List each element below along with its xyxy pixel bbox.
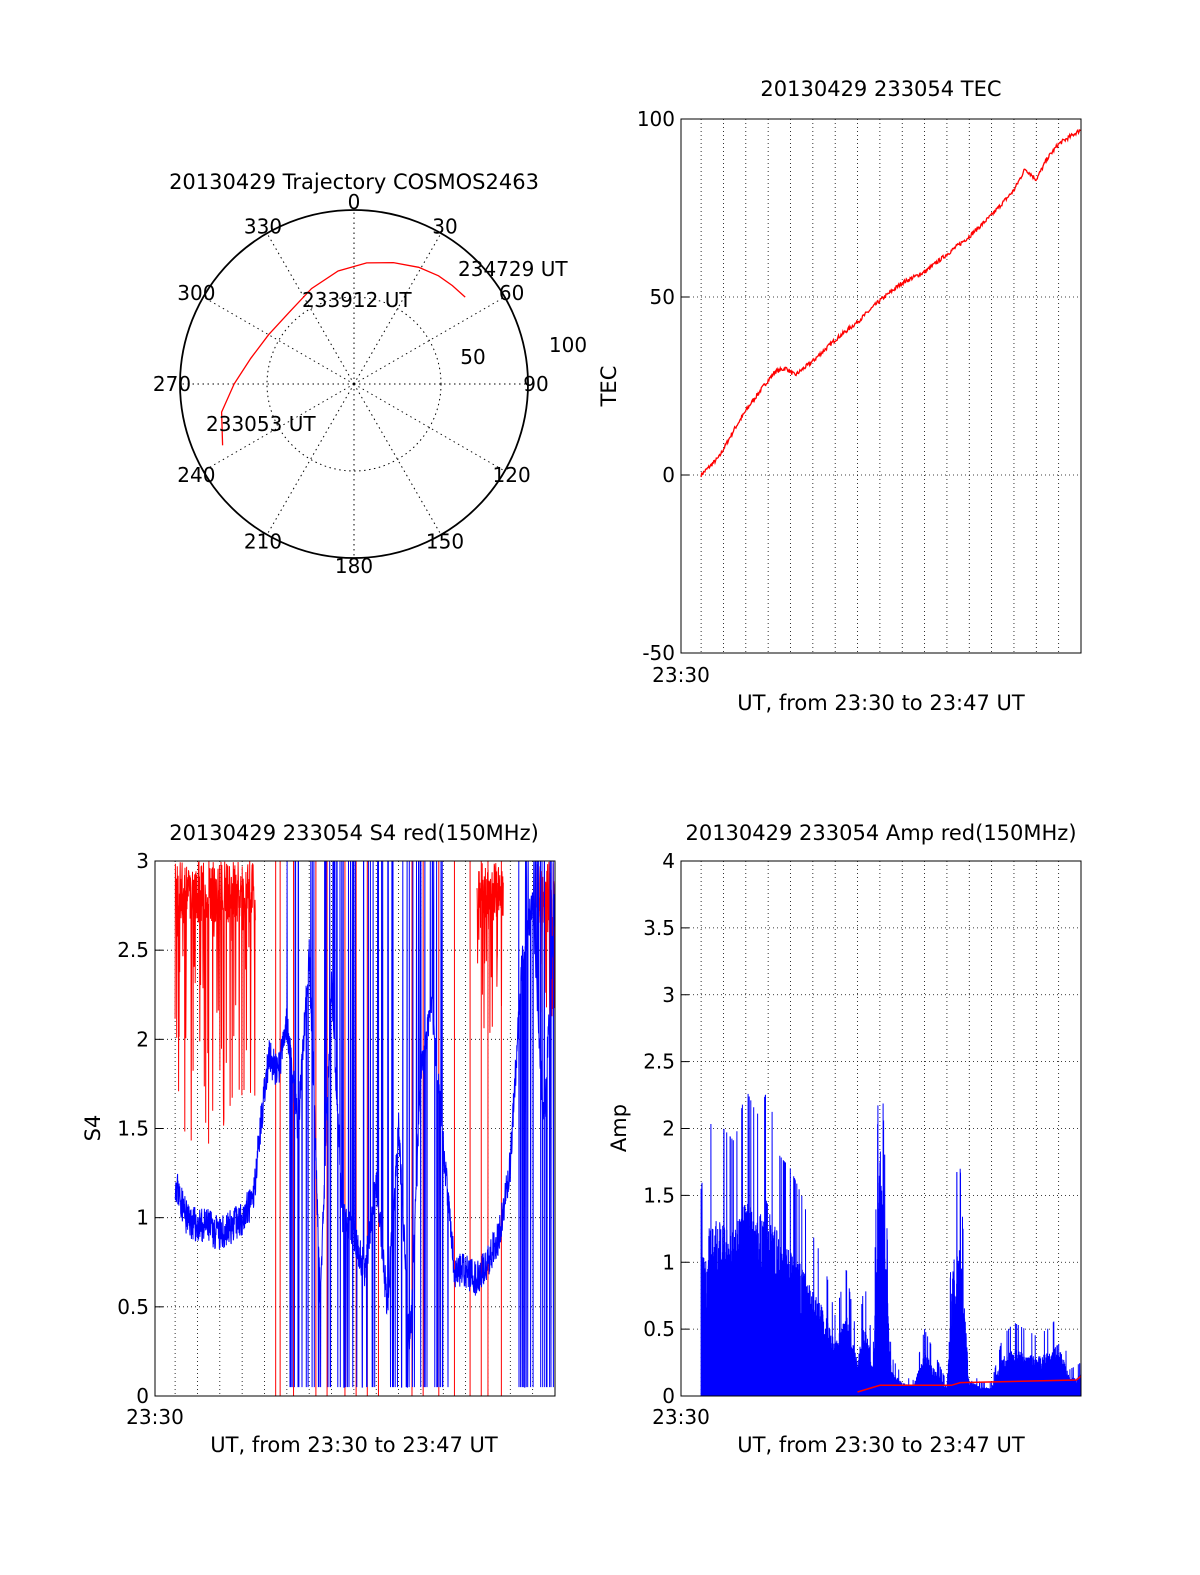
amp-chart: 20130429 233054 Amp red(150MHz) 4 3.5 3 2.5…: [607, 821, 1082, 1457]
s4-y-label: S4: [81, 1115, 105, 1142]
amp-x-label: UT, from 23:30 to 23:47 UT: [737, 1433, 1025, 1457]
amp-y-tick-label: 2: [662, 1117, 675, 1141]
tec-y-tick-labels: 100 50 0 -50: [637, 107, 675, 665]
trajectory-line: [220, 261, 466, 446]
polar-spoke: [203, 383, 355, 472]
polar-spoke: [266, 383, 355, 535]
s4-y-tick-labels: 3 2.5 2 1.5 1 0.5 0: [117, 849, 149, 1408]
s4-x-tick-label: 23:30: [126, 1405, 184, 1429]
tec-chart: 20130429 233054 TEC 100 50 0 -50 23:30 UT, …: [597, 77, 1082, 715]
s4-blue-series: [174, 860, 556, 1388]
trajectory-end-label: 234729 UT: [458, 257, 568, 281]
amp-y-tick-label: 4: [662, 849, 675, 873]
polar-azimuth-label: 210: [244, 530, 282, 554]
amp-blue-series: [700, 1093, 1082, 1397]
s4-y-tick-label: 1.5: [117, 1117, 149, 1141]
amp-x-tick-label: 23:30: [652, 1405, 710, 1429]
polar-azimuth-label: 90: [523, 372, 548, 396]
polar-azimuth-label: 240: [177, 463, 215, 487]
polar-radial-label: 50: [460, 345, 485, 369]
amp-y-tick-label: 3.5: [643, 916, 675, 940]
tec-x-label: UT, from 23:30 to 23:47 UT: [737, 691, 1025, 715]
trajectory-start-label: 233053 UT: [206, 412, 316, 436]
polar-azimuth-label: 60: [499, 281, 524, 305]
s4-red-series: [174, 860, 556, 1396]
tec-y-tick-label: 0: [662, 463, 675, 487]
s4-title: 20130429 233054 S4 red(150MHz): [169, 821, 539, 845]
amp-y-tick-label: 1.5: [643, 1183, 675, 1207]
tec-grid: [681, 118, 1081, 654]
polar-spoke: [353, 233, 442, 385]
polar-azimuth-label: 180: [335, 554, 373, 578]
s4-x-label: UT, from 23:30 to 23:47 UT: [210, 1433, 498, 1457]
polar-spoke: [353, 383, 505, 472]
polar-spoke: [353, 296, 505, 385]
polar-ring-50: [266, 296, 442, 472]
s4-frame: [154, 860, 556, 1397]
polar-radial-labels: 50 100: [460, 333, 587, 369]
s4-y-tick-label: 2: [136, 1027, 149, 1051]
tec-x-tick-label: 23:30: [652, 663, 710, 687]
amp-y-tick-label: 0: [662, 1384, 675, 1408]
polar-chart: 20130429 Trajectory COSMOS2463 0 30 60 90 12…: [153, 170, 587, 578]
polar-azimuth-label: 150: [426, 530, 464, 554]
tec-title: 20130429 233054 TEC: [760, 77, 1001, 101]
s4-y-tick-label: 3: [136, 849, 149, 873]
amp-blue-line: [700, 1093, 1082, 1397]
amp-y-label: Amp: [607, 1104, 631, 1152]
trajectory-mid-label: 233912 UT: [302, 288, 412, 312]
amp-red-line: [857, 1375, 1082, 1393]
polar-radial-label: 100: [549, 333, 587, 357]
polar-title: 20130429 Trajectory COSMOS2463: [169, 170, 539, 194]
polar-spoke: [353, 383, 442, 535]
amp-y-tick-labels: 4 3.5 3 2.5 2 1.5 1 0.5 0: [643, 849, 675, 1408]
polar-spoke: [203, 296, 355, 385]
tec-series-line: [700, 128, 1082, 478]
amp-y-tick-label: 0.5: [643, 1317, 675, 1341]
polar-azimuth-label: 270: [153, 372, 191, 396]
s4-y-tick-label: 1: [136, 1206, 149, 1230]
s4-y-tick-label: 0.5: [117, 1295, 149, 1319]
polar-grid: [179, 209, 529, 559]
s4-blue-line: [174, 860, 556, 1388]
s4-red-segment: [174, 860, 256, 1144]
polar-azimuth-label: 120: [493, 463, 531, 487]
polar-spoke: [266, 233, 355, 385]
amp-y-tick-label: 1: [662, 1250, 675, 1274]
tec-y-tick-label: 100: [637, 107, 675, 131]
s4-y-tick-label: 0: [136, 1384, 149, 1408]
polar-azimuth-label: 30: [432, 214, 457, 238]
amp-y-tick-label: 3: [662, 983, 675, 1007]
tec-frame: [680, 118, 1082, 654]
amp-y-tick-label: 2.5: [643, 1050, 675, 1074]
polar-azimuth-label: 300: [177, 281, 215, 305]
amp-red-series: [857, 1375, 1082, 1393]
polar-outer-circle: [179, 209, 529, 559]
tec-y-label: TEC: [597, 366, 621, 408]
polar-azimuth-label: 330: [244, 214, 282, 238]
amp-title: 20130429 233054 Amp red(150MHz): [685, 821, 1076, 845]
s4-chart: 20130429 233054 S4 red(150MHz) 3 2.5 2 1.5 1…: [81, 821, 556, 1457]
s4-y-tick-label: 2.5: [117, 938, 149, 962]
tec-y-tick-label: -50: [642, 641, 675, 665]
tec-y-tick-label: 50: [650, 285, 675, 309]
polar-azimuth-label: 0: [348, 190, 361, 214]
polar-azimuth-labels: 0 30 60 90 120 150 180 210 240 270 300 330: [153, 190, 549, 578]
amp-frame: [680, 860, 1082, 1397]
